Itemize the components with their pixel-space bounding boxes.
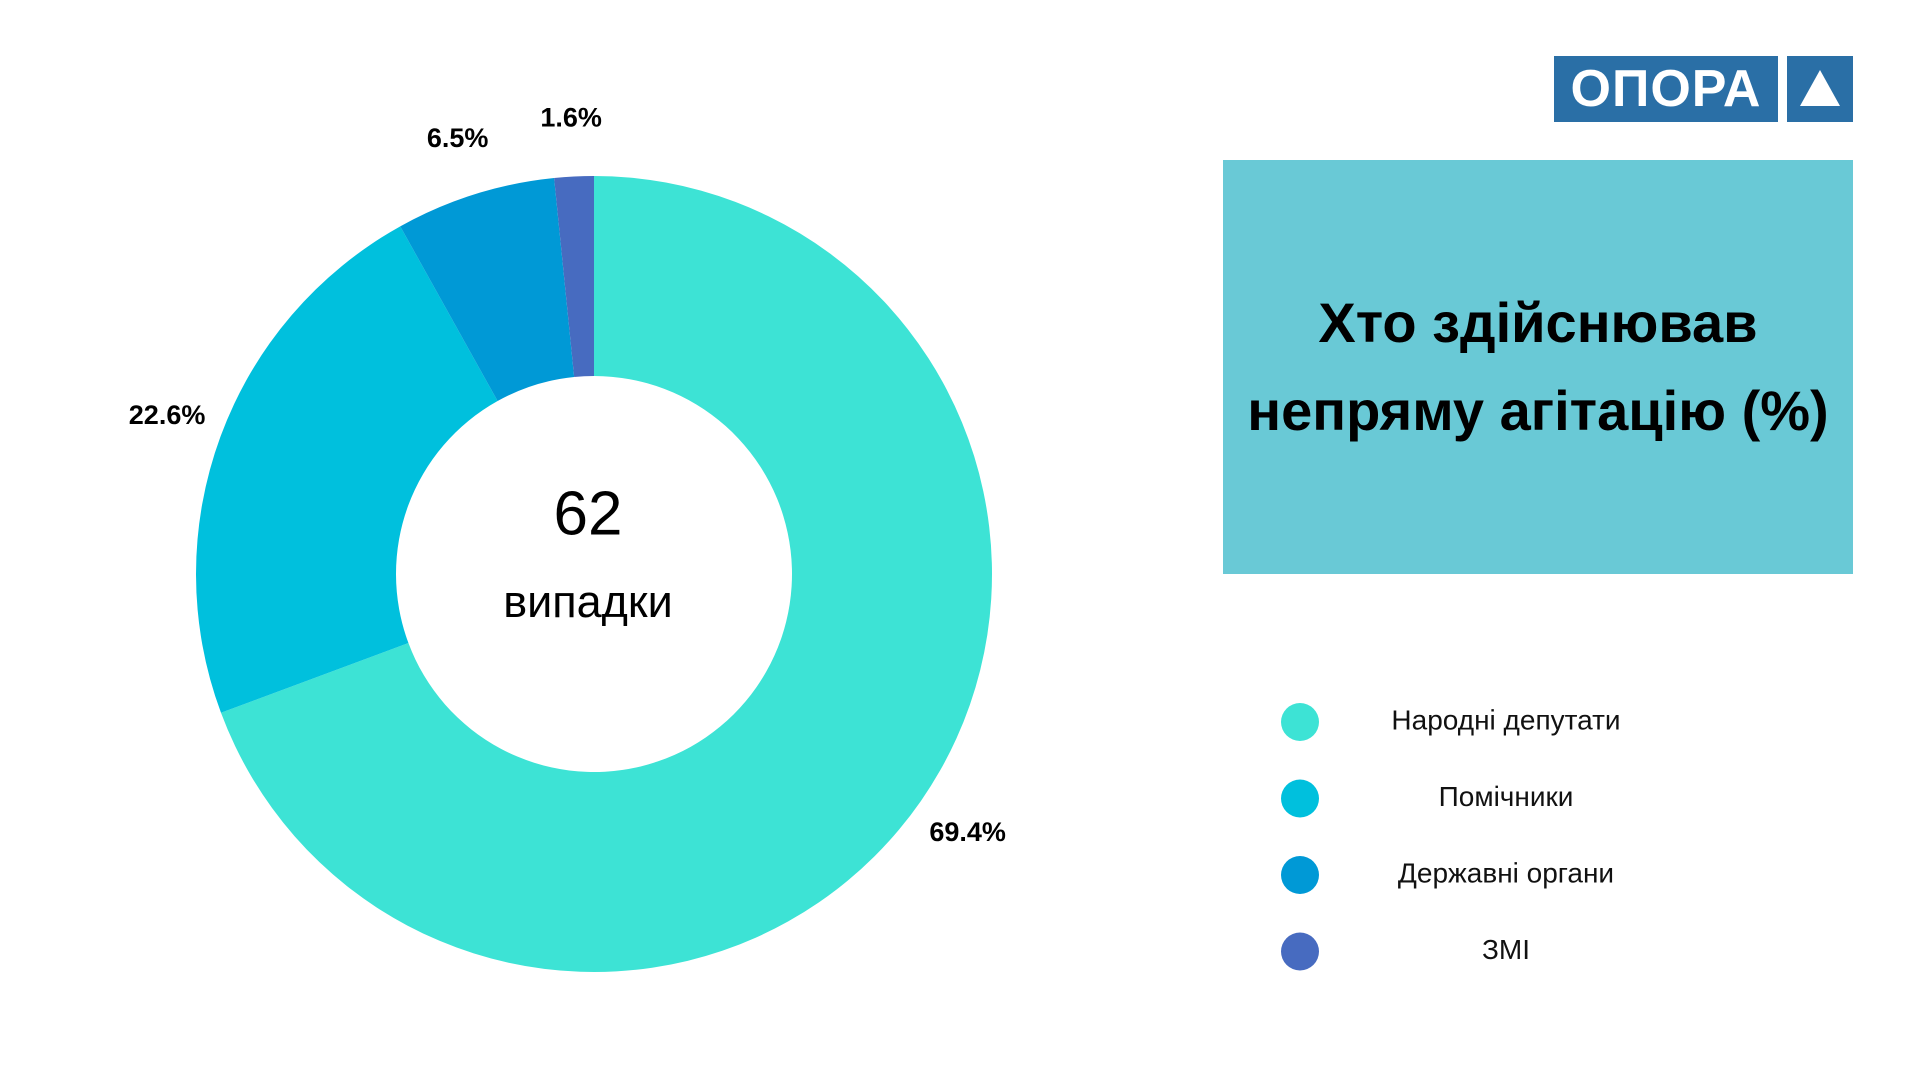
pie-slice [220, 176, 993, 973]
legend-label: Державні органи [1398, 857, 1614, 888]
value-label: 22.6% [129, 400, 206, 430]
title-box: Хто здійснював непряму агітацію (%) [1223, 160, 1853, 574]
center-label: випадки [503, 576, 673, 627]
legend-marker [1281, 856, 1319, 894]
pie-slice [554, 176, 594, 377]
chart-title: Хто здійснював непряму агітацію (%) [1247, 291, 1829, 442]
center-value: 62 [554, 479, 623, 548]
pie-slice [400, 178, 575, 402]
legend-marker [1281, 779, 1319, 818]
logo: ОПОРА [1554, 56, 1778, 122]
legend-label: ЗМІ [1482, 934, 1530, 965]
logo-icon [1787, 56, 1853, 122]
logo-triangle [1800, 70, 1840, 106]
value-label: 69.4% [929, 817, 1006, 847]
value-label: 1.6% [540, 103, 602, 133]
legend-marker [1281, 932, 1319, 971]
legend-marker [1281, 703, 1319, 741]
value-label: 6.5% [427, 123, 489, 153]
pie-slice [195, 226, 498, 713]
legend-label: Помічники [1439, 781, 1574, 812]
legend-label: Народні депутати [1391, 704, 1620, 735]
